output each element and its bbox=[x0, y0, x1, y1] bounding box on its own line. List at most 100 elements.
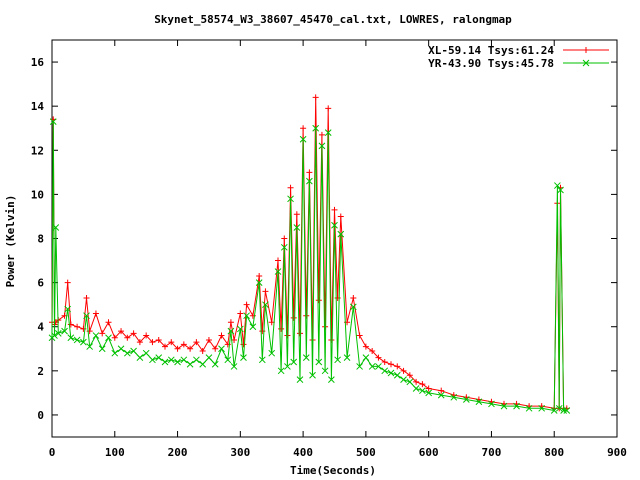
data-point bbox=[281, 235, 288, 242]
x-tick-label: 500 bbox=[356, 446, 376, 459]
data-point bbox=[236, 325, 244, 333]
data-point bbox=[180, 341, 187, 348]
data-point bbox=[142, 349, 150, 357]
data-point bbox=[193, 339, 200, 346]
data-point bbox=[268, 349, 276, 357]
data-point bbox=[73, 336, 81, 344]
data-point bbox=[400, 376, 407, 384]
y-axis-label: Power (Kelvin) bbox=[4, 195, 17, 288]
series-0 bbox=[49, 94, 570, 412]
data-point bbox=[321, 367, 329, 375]
data-point bbox=[67, 321, 74, 328]
data-point bbox=[143, 332, 150, 339]
data-point bbox=[105, 319, 112, 326]
data-point bbox=[475, 398, 483, 406]
data-point bbox=[212, 345, 219, 352]
data-point bbox=[49, 118, 57, 125]
data-point bbox=[328, 376, 335, 384]
data-point bbox=[218, 332, 225, 339]
data-point bbox=[557, 186, 564, 194]
data-point bbox=[227, 319, 234, 326]
data-point bbox=[130, 347, 137, 355]
data-point bbox=[111, 334, 118, 341]
data-point bbox=[302, 354, 310, 361]
data-point bbox=[331, 206, 338, 213]
x-axis: 0 100 200 300 400 500 600 700 800 900 bbox=[49, 40, 627, 459]
legend-label: YR-43.90 Tsys:45.78 bbox=[428, 57, 554, 70]
data-point bbox=[406, 372, 413, 379]
data-point bbox=[118, 328, 125, 335]
data-point bbox=[83, 295, 90, 302]
data-point bbox=[67, 334, 75, 342]
data-point bbox=[92, 310, 99, 317]
data-point bbox=[296, 376, 304, 384]
data-point bbox=[243, 312, 250, 320]
data-point bbox=[130, 330, 137, 337]
data-point bbox=[92, 332, 100, 339]
data-point bbox=[312, 124, 320, 132]
data-point bbox=[240, 341, 247, 348]
data-point bbox=[174, 358, 181, 366]
data-point bbox=[419, 381, 426, 388]
data-point bbox=[500, 402, 508, 410]
data-point bbox=[136, 354, 144, 361]
data-point bbox=[325, 105, 332, 112]
data-point bbox=[406, 378, 414, 386]
series-layer bbox=[48, 94, 571, 414]
data-point bbox=[227, 327, 235, 335]
data-point bbox=[488, 400, 495, 408]
data-point bbox=[425, 385, 432, 392]
data-point bbox=[334, 295, 341, 302]
data-point bbox=[309, 371, 316, 379]
data-point bbox=[161, 358, 169, 366]
series-line bbox=[51, 97, 567, 409]
data-point bbox=[331, 221, 338, 229]
data-point bbox=[362, 354, 370, 361]
data-point bbox=[167, 356, 175, 364]
data-point bbox=[324, 129, 332, 136]
data-point bbox=[174, 345, 181, 352]
legend-label: XL-59.14 Tsys:61.24 bbox=[428, 44, 554, 57]
data-point bbox=[205, 336, 212, 343]
data-point bbox=[124, 334, 131, 341]
data-point bbox=[61, 327, 68, 335]
x-tick-label: 200 bbox=[168, 446, 188, 459]
data-point bbox=[237, 310, 244, 317]
data-point bbox=[462, 396, 470, 403]
data-point bbox=[425, 389, 433, 397]
x-tick-label: 400 bbox=[293, 446, 313, 459]
data-point bbox=[300, 125, 307, 132]
x-tick-label: 600 bbox=[419, 446, 439, 459]
data-point bbox=[262, 301, 269, 309]
data-point bbox=[349, 303, 357, 311]
data-point bbox=[315, 297, 322, 304]
data-point bbox=[369, 347, 376, 354]
y-tick-label: 14 bbox=[31, 100, 45, 113]
data-point bbox=[98, 345, 106, 353]
data-point bbox=[168, 339, 175, 346]
data-point bbox=[284, 332, 291, 339]
data-point bbox=[211, 360, 219, 368]
x-tick-label: 700 bbox=[482, 446, 502, 459]
data-point bbox=[224, 356, 232, 364]
data-point bbox=[538, 404, 546, 412]
data-point bbox=[550, 407, 558, 414]
data-point bbox=[306, 177, 313, 185]
data-point bbox=[290, 358, 298, 366]
data-point bbox=[368, 363, 376, 370]
data-point bbox=[51, 332, 58, 339]
data-point bbox=[375, 363, 382, 370]
y-tick-label: 6 bbox=[37, 277, 44, 290]
x-tick-label: 900 bbox=[607, 446, 627, 459]
data-point bbox=[293, 211, 300, 218]
data-point bbox=[381, 359, 388, 366]
data-point bbox=[318, 142, 326, 150]
data-point bbox=[563, 407, 571, 414]
data-point bbox=[83, 312, 90, 320]
data-point bbox=[275, 257, 281, 264]
data-point bbox=[278, 325, 285, 332]
data-point bbox=[393, 371, 401, 379]
data-point bbox=[64, 305, 72, 313]
y-tick-label: 12 bbox=[31, 144, 44, 157]
data-point bbox=[303, 312, 310, 319]
